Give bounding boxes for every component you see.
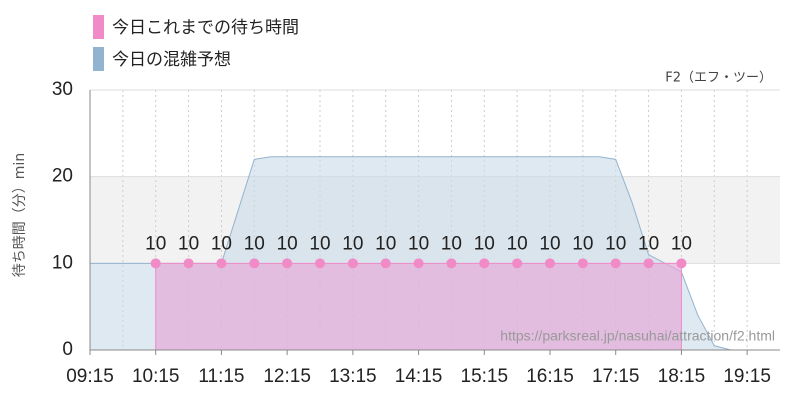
point [545,258,555,269]
value-label: 10 [375,233,396,254]
x-tick-label: 11:15 [198,366,244,387]
value-label: 10 [244,233,265,254]
x-tick-label: 15:15 [461,366,509,387]
value-label: 10 [211,233,232,254]
x-tick-label: 14:15 [395,366,443,387]
y-tick-label: 30 [52,79,73,100]
value-label: 10 [572,233,593,254]
value-label: 10 [605,233,626,254]
x-tick-label: 17:15 [592,366,640,387]
legend-swatch [93,15,104,39]
y-axis-label: 待ち時間（分）min [12,153,28,277]
point [380,258,391,269]
point [150,258,161,269]
point [676,258,687,269]
subtitle: F2（エフ・ツー） [665,71,772,86]
value-label: 10 [507,233,528,254]
point [413,258,424,269]
point [282,258,293,269]
value-label: 10 [539,233,560,254]
point [643,258,654,269]
x-tick-label: 13:15 [329,366,377,387]
value-label: 10 [441,233,462,254]
point [347,258,358,269]
legend-swatch [93,47,104,71]
point [512,258,523,269]
legend-label: 今日の混雑予想 [112,50,231,70]
value-label: 10 [277,233,298,254]
point [610,258,621,269]
point [315,258,325,269]
value-label: 10 [638,233,659,254]
value-label: 10 [145,233,166,254]
point [577,258,588,269]
value-label: 10 [671,233,692,254]
x-tick-label: 19:15 [723,366,771,387]
x-tick-label: 18:15 [658,366,706,387]
y-tick-label: 20 [52,166,73,187]
annotation: https://parksreal.jp/nasuhai/attraction/… [500,328,775,344]
value-label: 10 [178,233,199,254]
y-tick-label: 10 [52,252,73,273]
point [479,258,490,269]
legend-label: 今日これまでの待ち時間 [112,18,299,38]
value-label: 10 [408,233,429,254]
x-tick-label: 09:15 [66,366,114,387]
x-tick-label: 10:15 [132,366,180,387]
point [446,258,457,269]
point [216,258,227,269]
point [183,258,194,269]
value-label: 10 [474,233,495,254]
value-label: 10 [342,233,363,254]
y-tick-label: 0 [62,339,73,360]
point [249,258,260,269]
value-label: 10 [309,233,330,254]
x-tick-label: 12:15 [263,366,311,387]
x-tick-label: 16:15 [526,366,574,387]
area [155,262,682,351]
